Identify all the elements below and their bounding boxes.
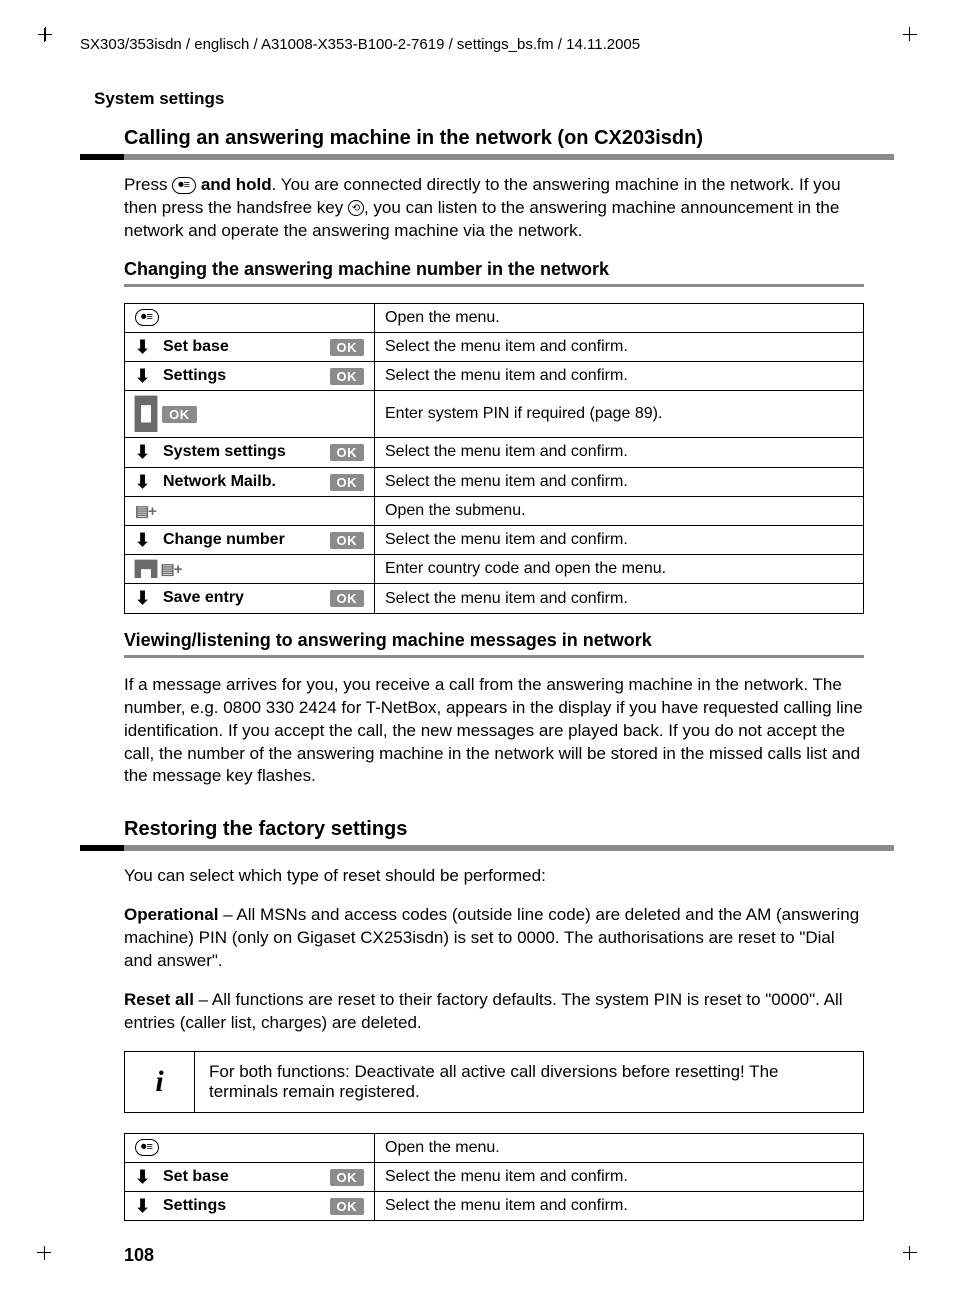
down-arrow-icon: ⬇ [135,1197,149,1215]
handsfree-key-icon: ⟲ [348,200,364,216]
down-arrow-icon: ⬇ [135,589,149,607]
menu-label: Set base [163,1168,229,1186]
menu-step-cell: ▛▜▙▟ OK [125,391,375,438]
menu-desc-cell: Enter system PIN if required (page 89). [375,391,864,438]
down-arrow-icon: ⬇ [135,1168,149,1186]
text: – All MSNs and access codes (outside lin… [124,905,859,970]
menu-step-cell: ⬇ Settings OK [125,362,375,391]
table-row: ⬇ Set base OK Select the menu item and conf… [125,1163,864,1192]
paragraph-1: Press ⏺≡ and hold. You are connected dir… [124,174,864,243]
subhead-bar [124,284,864,287]
info-icon: i [125,1052,195,1113]
menu-label: System settings [163,443,286,461]
menu-step-cell: ▛▜ ▤+ [125,555,375,584]
table-row: ⬇ Network Mailb. OK Select the menu item an… [125,467,864,496]
info-box: i For both functions: Deactivate all act… [124,1051,864,1113]
menu-desc-cell: Select the menu item and confirm. [375,1192,864,1221]
menu-step-cell: ⬇ Change number OK [125,525,375,554]
menu-step-cell: ⏺≡ [125,1134,375,1163]
subhead-bar [124,655,864,658]
menu-desc-cell: Open the submenu. [375,496,864,525]
menu-step-cell: ⬇ Save entry OK [125,584,375,613]
table-row: ▛▜▙▟ OK Enter system PIN if required (page… [125,391,864,438]
menu-desc-cell: Select the menu item and confirm. [375,438,864,467]
info-text: For both functions: Deactivate all activ… [195,1052,864,1113]
menu-key-icon: ⏺≡ [135,309,159,326]
table-row: ⬇ Settings OK Select the menu item and conf… [125,362,864,391]
table-row: ▛▜ ▤+Enter country code and open the men… [125,555,864,584]
heading-factory-reset: Restoring the factory settings [124,818,894,841]
table-row: ⬇ System settings OK Select the menu item a… [125,438,864,467]
ok-badge: OK [330,590,365,607]
down-arrow-icon: ⬇ [135,338,149,356]
menu-key-icon: ⏺≡ [172,177,196,194]
keypad-icon: ▛▜▙▟ [135,396,156,432]
menu-desc-cell: Select the menu item and confirm. [375,525,864,554]
text-bold: and hold [196,175,272,194]
menu-desc-cell: Select the menu item and confirm. [375,584,864,613]
paragraph-3: You can select which type of reset shoul… [124,865,864,888]
list-icon: ▤+ [161,560,182,578]
text: Press [124,175,172,194]
menu-label: Settings [163,1197,226,1215]
subhead-changing-number: Changing the answering machine number in… [124,259,894,280]
page-number: 108 [124,1245,894,1266]
table-row: ⬇ Set base OK Select the menu item and conf… [125,332,864,361]
menu-step-cell: ⬇ Settings OK [125,1192,375,1221]
ok-badge: OK [330,444,365,461]
table-row: ⬇ Save entry OK Select the menu item and co… [125,584,864,613]
menu-key-icon: ⏺≡ [135,1139,159,1156]
table-row: ▤+ Open the submenu. [125,496,864,525]
list-icon: ▤+ [135,502,156,520]
paragraph-5: Reset all – All functions are reset to t… [124,989,864,1035]
table-row: ⬇ Settings OK Select the menu item and conf… [125,1192,864,1221]
menu-step-cell: ⏺≡ [125,303,375,332]
ok-badge: OK [162,406,197,423]
menu-desc-cell: Select the menu item and confirm. [375,362,864,391]
menu-label: Network Mailb. [163,473,276,491]
down-arrow-icon: ⬇ [135,531,149,549]
ok-badge: OK [330,1169,365,1186]
menu-table-2: ⏺≡ Open the menu. ⬇ Set base OK Select the me… [124,1133,864,1221]
menu-label: Settings [163,367,226,385]
paragraph-4: Operational – All MSNs and access codes … [124,904,864,973]
paragraph-2: If a message arrives for you, you receiv… [124,674,864,789]
ok-badge: OK [330,1198,365,1215]
menu-table-1: ⏺≡ Open the menu. ⬇ Set base OK Select the me… [124,303,864,614]
title-bar [80,845,894,851]
text: – All functions are reset to their facto… [124,990,843,1032]
menu-step-cell: ⬇ Set base OK [125,1163,375,1192]
subhead-viewing: Viewing/listening to answering machine m… [124,630,894,651]
menu-label: Save entry [163,589,244,607]
menu-step-cell: ⬇ Network Mailb. OK [125,467,375,496]
down-arrow-icon: ⬇ [135,473,149,491]
menu-desc-cell: Open the menu. [375,303,864,332]
menu-label: Change number [163,531,285,549]
ok-badge: OK [330,339,365,356]
menu-step-cell: ⬇ Set base OK [125,332,375,361]
menu-step-cell: ▤+ [125,496,375,525]
heading-calling-am: Calling an answering machine in the netw… [124,127,894,150]
menu-desc-cell: Enter country code and open the menu. [375,555,864,584]
title-bar [80,154,894,160]
table-row: ⬇ Change number OK Select the menu item and… [125,525,864,554]
menu-desc-cell: Select the menu item and confirm. [375,1163,864,1192]
down-arrow-icon: ⬇ [135,443,149,461]
menu-desc-cell: Select the menu item and confirm. [375,467,864,496]
section-label: System settings [94,89,894,109]
menu-label: Set base [163,338,229,356]
menu-desc-cell: Open the menu. [375,1134,864,1163]
text-bold: Reset all [124,990,194,1009]
header-path: SX303/353isdn / englisch / A31008-X353-B… [80,36,894,53]
table-row: ⏺≡ Open the menu. [125,1134,864,1163]
ok-badge: OK [330,474,365,491]
menu-step-cell: ⬇ System settings OK [125,438,375,467]
down-arrow-icon: ⬇ [135,367,149,385]
table-row: ⏺≡ Open the menu. [125,303,864,332]
text-bold: Operational [124,905,218,924]
keypad-icon: ▛▜ [135,560,156,578]
ok-badge: OK [330,532,365,549]
menu-desc-cell: Select the menu item and confirm. [375,332,864,361]
ok-badge: OK [330,368,365,385]
